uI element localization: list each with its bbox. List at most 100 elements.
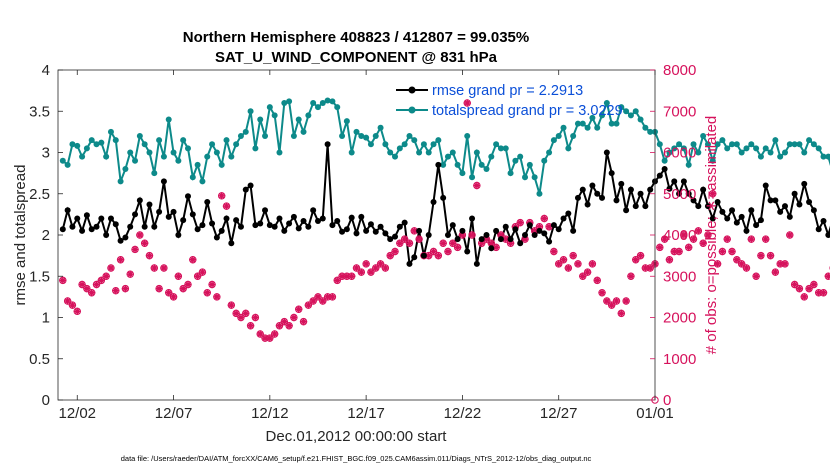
rmse-point — [132, 211, 139, 218]
rmse-point — [733, 219, 740, 226]
assimilated-obs-point — [675, 247, 683, 256]
totalspread-point — [339, 133, 346, 139]
totalspread-point — [589, 114, 596, 121]
assimilated-obs-point — [324, 293, 332, 301]
assimilated-obs-point — [381, 264, 389, 272]
totalspread-point — [729, 141, 736, 148]
totalspread-point — [762, 145, 769, 152]
totalspread-point — [709, 157, 716, 164]
totalspread-point — [536, 190, 543, 197]
rmse-point — [454, 236, 461, 243]
totalspread-point — [348, 149, 355, 156]
assimilated-obs-point — [338, 272, 346, 280]
totalspread-point — [98, 139, 105, 146]
rmse-point — [627, 186, 634, 193]
assimilated-obs-point — [208, 280, 216, 289]
totalspread-point — [704, 141, 711, 148]
rmse-point — [719, 208, 726, 215]
assimilated-obs-point — [314, 293, 322, 301]
totalspread-point — [276, 149, 283, 156]
totalspread-point — [555, 133, 562, 139]
assimilated-obs-point — [752, 272, 760, 280]
assimilated-obs-point — [237, 313, 245, 322]
rmse-point — [266, 222, 273, 229]
assimilated-obs-point — [713, 260, 722, 268]
totalspread-point — [714, 141, 721, 148]
rmse-point — [103, 232, 110, 238]
totalspread-point — [430, 141, 437, 148]
rmse-point — [401, 219, 408, 226]
rmse-point — [180, 217, 187, 224]
totalspread-point — [324, 97, 331, 104]
y-left-tick-label: 1.5 — [29, 268, 50, 285]
totalspread-point — [719, 137, 726, 144]
totalspread-point — [237, 133, 244, 139]
totalspread-point — [541, 157, 548, 164]
rmse-point — [704, 203, 711, 210]
assimilated-obs-point — [155, 285, 163, 293]
assimilated-obs-point — [218, 192, 226, 200]
assimilated-obs-point — [776, 260, 784, 268]
totalspread-point — [478, 161, 485, 168]
assimilated-obs-point — [362, 260, 370, 268]
totalspread-point — [570, 133, 577, 139]
totalspread-point — [767, 149, 774, 156]
assimilated-obs-point — [723, 235, 731, 243]
rmse-point — [117, 237, 124, 244]
rmse-point — [233, 217, 240, 224]
totalspread-point — [680, 145, 687, 152]
assimilated-obs-point — [213, 293, 221, 301]
rmse-point — [469, 215, 476, 222]
assimilated-obs-point — [694, 227, 702, 235]
assimilated-obs-point — [309, 297, 317, 305]
totalspread-point — [700, 133, 707, 139]
axis-ticks — [58, 69, 656, 401]
rmse-point — [574, 194, 581, 201]
assimilated-obs-point — [550, 247, 558, 256]
totalspread-point — [281, 100, 288, 106]
totalspread-point — [367, 141, 374, 148]
rmse-point — [459, 227, 466, 234]
assimilated-obs-point — [242, 309, 250, 317]
totalspread-point — [334, 104, 341, 111]
rmse-point — [151, 223, 158, 230]
totalspread-point — [199, 178, 206, 185]
totalspread-point — [801, 149, 808, 156]
totalspread-point — [247, 108, 254, 115]
totalspread-point — [387, 149, 394, 156]
totalspread-point — [175, 157, 182, 164]
assimilated-obs-point — [251, 313, 259, 322]
rmse-point — [334, 217, 341, 224]
assimilated-obs-point — [656, 243, 664, 251]
rmse-point — [213, 234, 220, 241]
rmse-point — [387, 236, 394, 243]
assimilated-obs-point — [516, 219, 524, 227]
assimilated-obs-point — [492, 243, 500, 251]
totalspread-point — [59, 157, 66, 164]
totalspread-point — [79, 153, 86, 160]
totalspread-point — [546, 149, 553, 156]
rmse-point — [367, 221, 374, 228]
totalspread-point — [454, 161, 461, 168]
assimilated-obs-point — [439, 239, 447, 247]
rmse-point — [738, 213, 745, 220]
rmse-point — [136, 197, 143, 204]
assimilated-obs-point — [415, 235, 423, 243]
totalspread-point — [656, 141, 663, 148]
rmse-point — [757, 217, 764, 224]
rmse-point — [497, 236, 504, 243]
assimilated-obs-point — [531, 227, 539, 235]
rmse-point — [613, 197, 620, 204]
y-right-tick-label: 2000 — [663, 310, 696, 327]
rmse-point — [666, 185, 673, 192]
totalspread-point — [112, 137, 119, 144]
y-right-tick-labels: 0 1000 2000 3000 4000 5000 6000 7000 8000 — [663, 62, 696, 409]
assimilated-obs-point — [458, 231, 467, 239]
assimilated-obs-point — [227, 301, 235, 309]
totalspread-point — [300, 128, 307, 135]
rmse-point — [536, 227, 543, 234]
rmse-point — [709, 215, 716, 222]
assimilated-obs-point — [636, 252, 645, 260]
rmse-point — [637, 190, 644, 197]
